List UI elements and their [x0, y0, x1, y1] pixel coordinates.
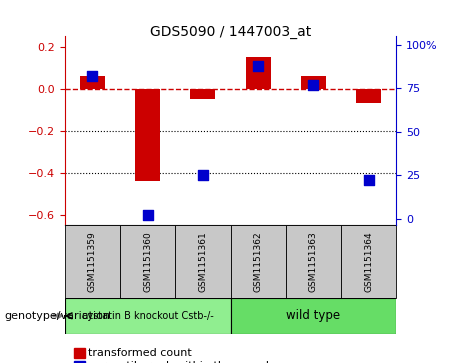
Text: percentile rank within the sample: percentile rank within the sample — [88, 360, 276, 363]
Text: GSM1151359: GSM1151359 — [88, 231, 97, 292]
Text: genotype/variation: genotype/variation — [5, 311, 111, 321]
Point — [310, 82, 317, 88]
Text: GSM1151360: GSM1151360 — [143, 231, 152, 292]
Point — [365, 178, 372, 183]
Bar — [190, 89, 215, 99]
FancyBboxPatch shape — [341, 225, 396, 298]
FancyBboxPatch shape — [230, 298, 396, 334]
Point — [199, 172, 207, 178]
FancyBboxPatch shape — [230, 225, 286, 298]
Bar — [135, 89, 160, 181]
FancyBboxPatch shape — [65, 298, 230, 334]
Text: GSM1151363: GSM1151363 — [309, 231, 318, 292]
Text: cystatin B knockout Cstb-/-: cystatin B knockout Cstb-/- — [82, 311, 213, 321]
Text: transformed count: transformed count — [88, 348, 191, 358]
Point — [89, 73, 96, 79]
FancyBboxPatch shape — [175, 225, 230, 298]
Text: GDS5090 / 1447003_at: GDS5090 / 1447003_at — [150, 25, 311, 40]
Text: GSM1151364: GSM1151364 — [364, 231, 373, 292]
Point — [254, 63, 262, 69]
Bar — [80, 76, 105, 89]
Text: GSM1151362: GSM1151362 — [254, 231, 263, 292]
Point — [144, 212, 151, 218]
Text: GSM1151361: GSM1151361 — [198, 231, 207, 292]
Text: wild type: wild type — [286, 309, 341, 322]
Bar — [356, 89, 381, 103]
Bar — [301, 76, 326, 89]
Bar — [246, 57, 271, 89]
FancyBboxPatch shape — [65, 225, 120, 298]
FancyBboxPatch shape — [286, 225, 341, 298]
FancyBboxPatch shape — [120, 225, 175, 298]
